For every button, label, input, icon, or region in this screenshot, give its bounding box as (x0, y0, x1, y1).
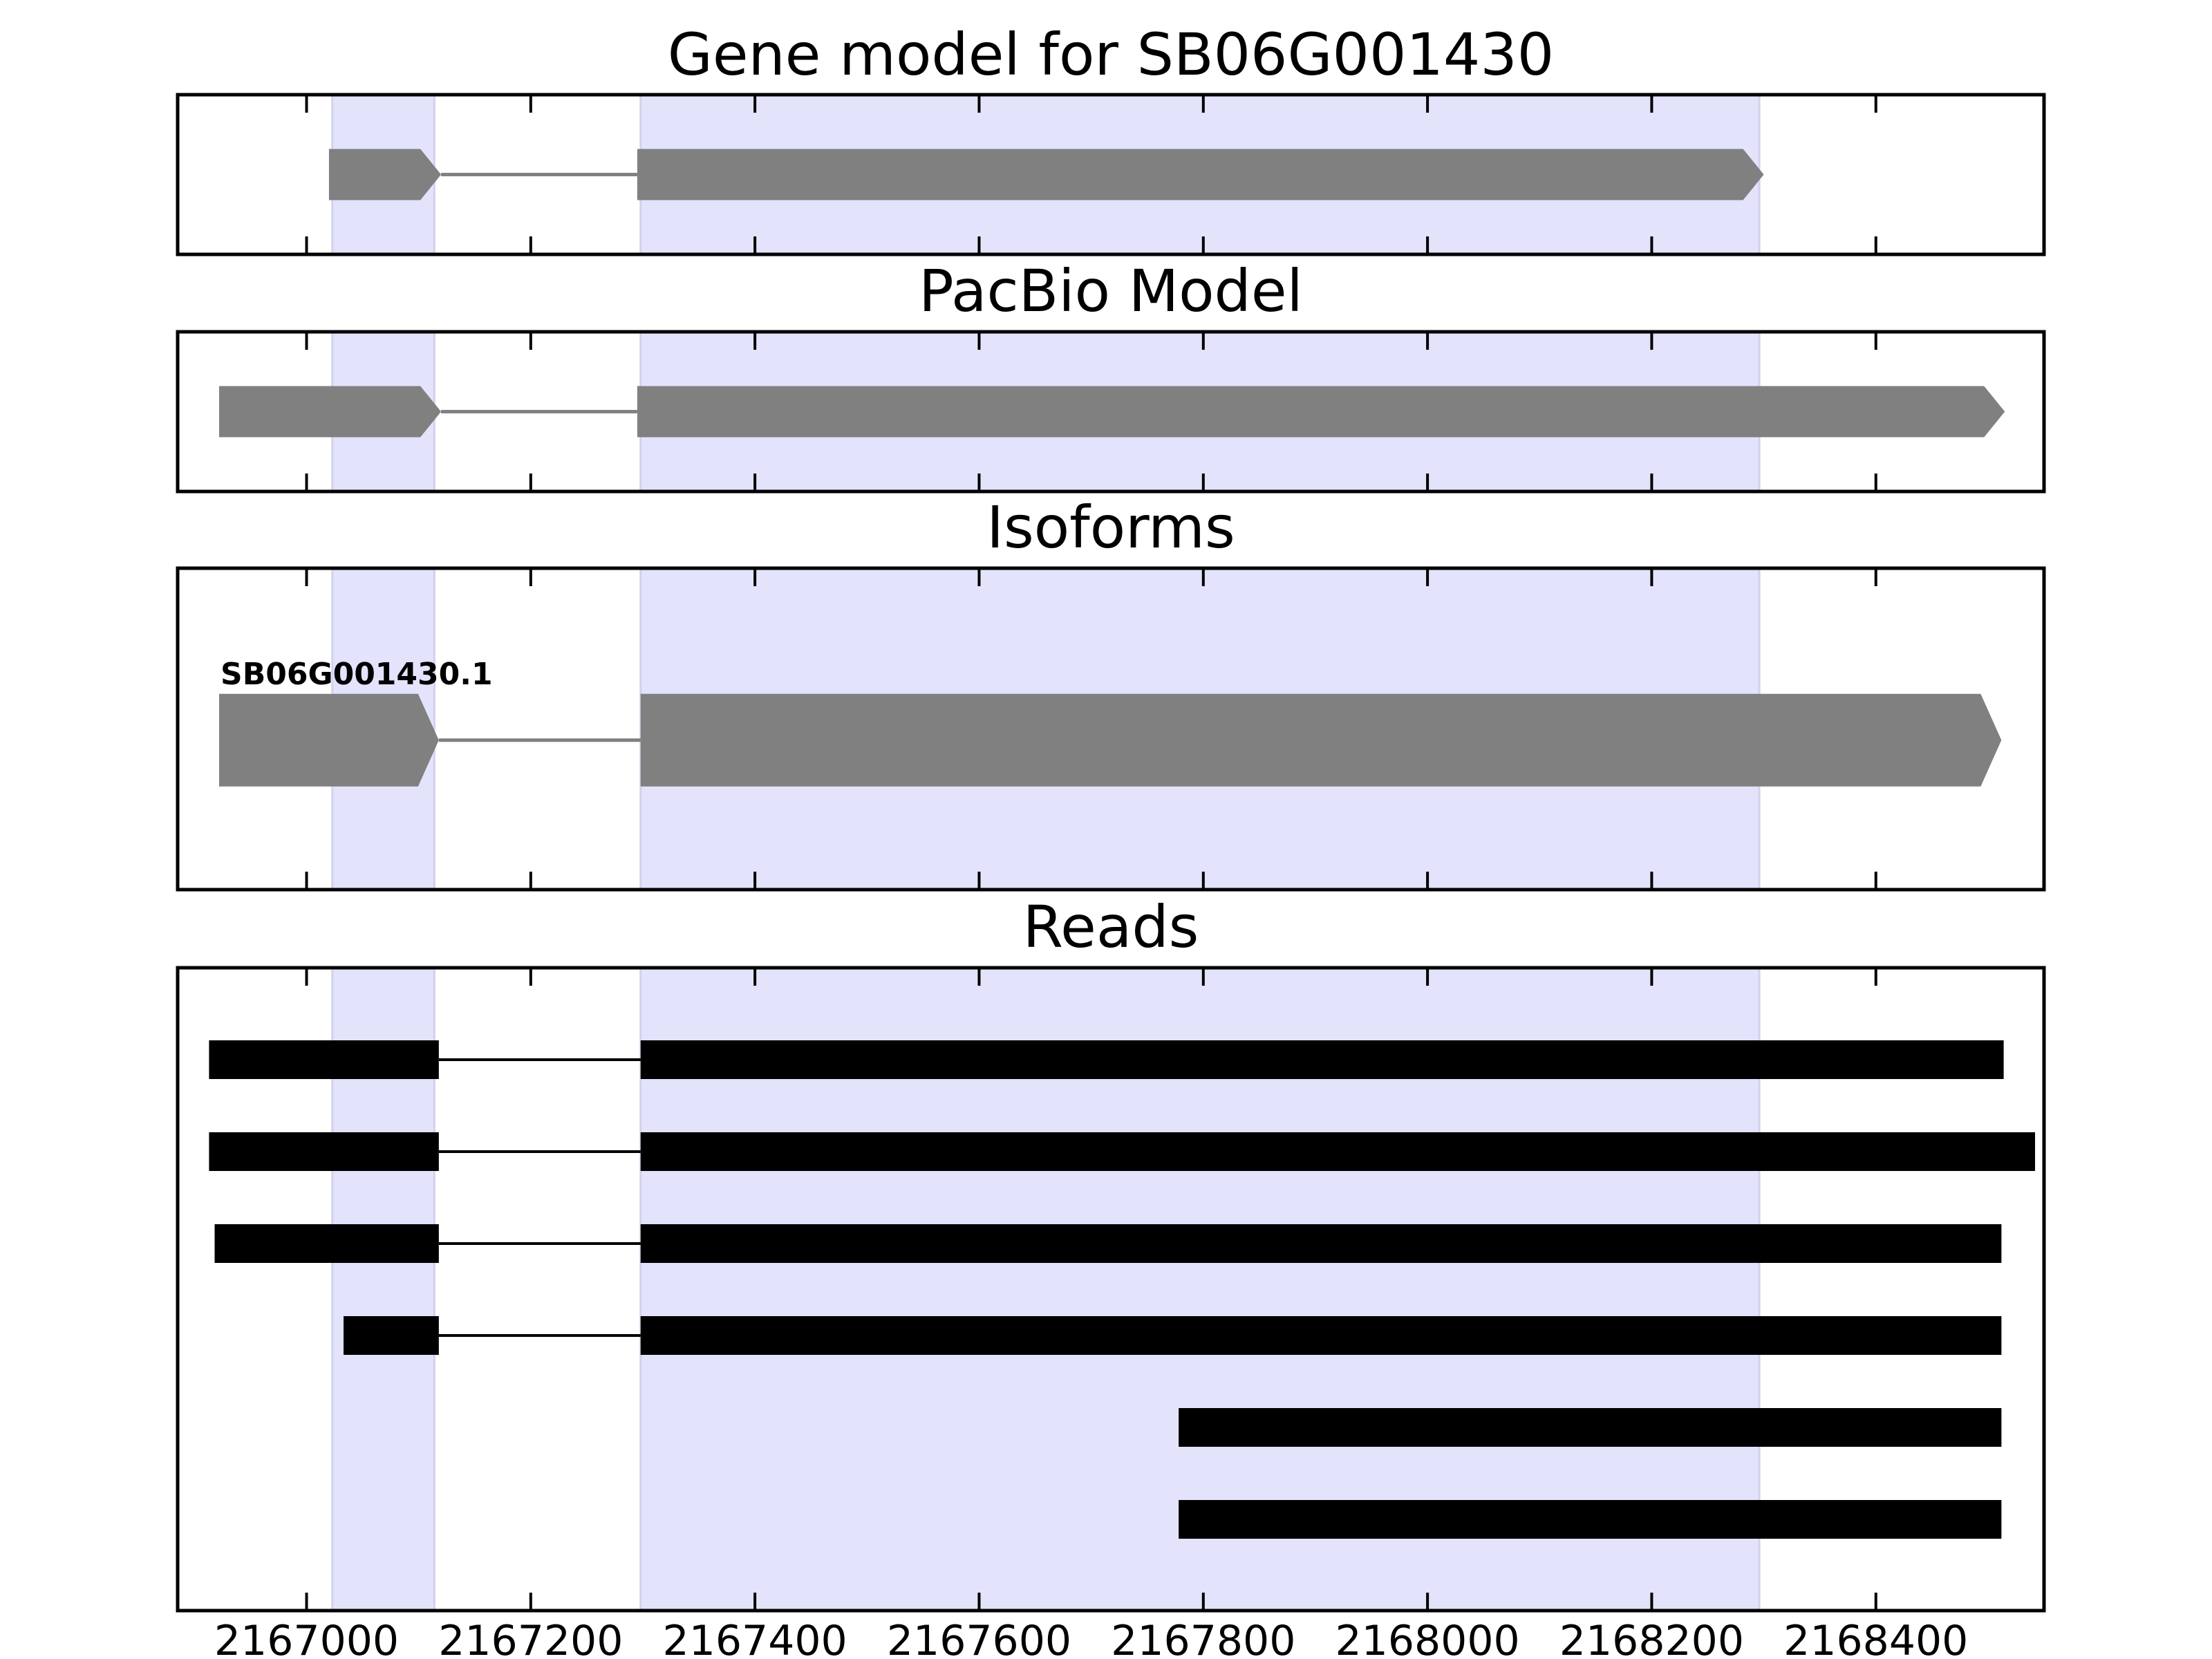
exon-arrow (640, 693, 2002, 787)
read-exon-block (1179, 1408, 2002, 1447)
exon-arrow (637, 149, 1764, 200)
x-tick-label: 2168400 (1783, 1617, 1968, 1659)
panel-title: PacBio Model (919, 257, 1303, 325)
read-track (214, 1224, 2002, 1263)
panel-3: Reads (176, 893, 2046, 1613)
read-exon-block (1179, 1500, 2002, 1539)
panel-frame (176, 93, 2046, 256)
x-tick-label: 2167800 (1111, 1617, 1295, 1659)
panel-0: Gene model for SB06G001430 (176, 21, 2046, 256)
panel-2: Isoforms SB06G001430.1 (176, 494, 2046, 892)
x-tick-label: 2168200 (1559, 1617, 1744, 1659)
read-track (1179, 1408, 2002, 1447)
model-track: SB06G001430.1 (219, 657, 2002, 787)
exon-arrow (219, 386, 442, 438)
x-tick-label: 2167400 (663, 1617, 847, 1659)
exon-arrow (328, 149, 442, 200)
panel-title: Reads (1023, 893, 1199, 961)
panel-frame (176, 966, 2046, 1613)
panel-frame (176, 330, 2046, 494)
read-track (209, 1132, 2036, 1171)
read-exon-block (209, 1132, 439, 1171)
exon-arrow (219, 693, 439, 787)
read-track (344, 1316, 2002, 1355)
model-track (328, 149, 1764, 200)
read-exon-block (640, 1132, 2036, 1171)
read-track (209, 1040, 2004, 1079)
x-tick-label: 2168000 (1335, 1617, 1519, 1659)
read-exon-block (344, 1316, 439, 1355)
read-exon-block (209, 1040, 439, 1079)
x-tick-label: 2167200 (438, 1617, 623, 1659)
panel-title: Isoforms (986, 494, 1235, 561)
read-exon-block (214, 1224, 439, 1263)
isoform-label: SB06G001430.1 (221, 657, 493, 692)
panel-1: PacBio Model (176, 257, 2046, 494)
exon-arrow (637, 386, 2005, 438)
panel-frame (176, 566, 2046, 892)
panel-title: Gene model for SB06G001430 (668, 21, 1554, 88)
read-exon-block (640, 1316, 2002, 1355)
x-tick-label: 2167000 (214, 1617, 399, 1659)
read-exon-block (640, 1040, 2004, 1079)
model-track (219, 386, 2005, 438)
read-track (1179, 1500, 2002, 1539)
x-tick-label: 2167600 (887, 1617, 1071, 1659)
read-exon-block (640, 1224, 2002, 1263)
